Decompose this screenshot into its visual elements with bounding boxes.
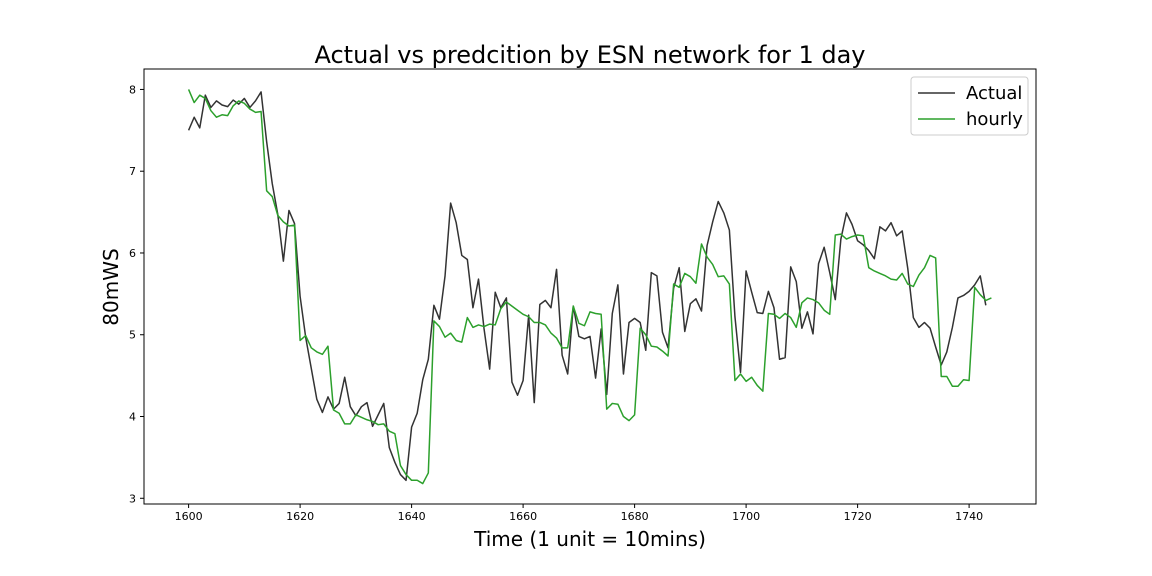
x-axis-label: Time (1 unit = 10mins)	[473, 527, 706, 551]
series-lines	[187, 89, 992, 485]
y-tick-label: 5	[129, 329, 136, 342]
legend-box	[910, 76, 1029, 136]
y-tick-label: 4	[129, 411, 136, 424]
x-tick-label: 1720	[844, 510, 872, 523]
y-tick-label: 3	[129, 492, 136, 505]
x-tick-label: 1660	[509, 510, 537, 523]
legend-label-hourly: hourly	[966, 109, 1023, 130]
x-axis-ticks: 1600 1620 1640 1660 1680 1700 1720 1740	[175, 504, 983, 523]
x-tick-label: 1620	[286, 510, 314, 523]
chart-title: Actual vs predcition by ESN network for …	[314, 41, 865, 69]
x-tick-label: 1680	[621, 510, 649, 523]
y-axis-label: 80mWS	[99, 248, 123, 325]
y-tick-label: 6	[129, 247, 136, 260]
series-line-hourly	[187, 89, 992, 485]
y-tick-label: 7	[129, 165, 136, 178]
x-tick-label: 1600	[175, 510, 203, 523]
y-axis-ticks: 3 4 5 6 7 8	[129, 83, 144, 505]
plot-area	[143, 68, 1037, 505]
x-tick-label: 1640	[398, 510, 426, 523]
series-line-actual	[187, 91, 987, 482]
y-tick-label: 8	[129, 83, 136, 96]
legend-label-actual: Actual	[966, 83, 1022, 104]
x-tick-label: 1740	[955, 510, 983, 523]
x-tick-label: 1700	[732, 510, 760, 523]
legend: Actual hourly	[910, 76, 1029, 136]
